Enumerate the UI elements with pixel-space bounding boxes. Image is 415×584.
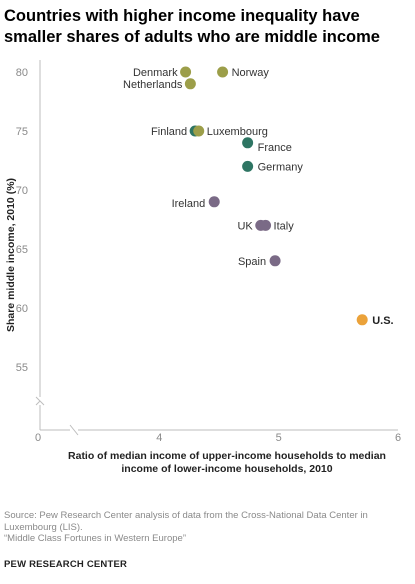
- data-point-us: [356, 314, 368, 326]
- data-point-france: [242, 137, 254, 149]
- origin-tick-label: 0: [35, 432, 41, 444]
- y-tick-label: 80: [16, 67, 28, 79]
- data-point-germany: [242, 160, 254, 172]
- point-label: U.S.: [372, 315, 393, 327]
- point-label: Finland: [151, 126, 187, 138]
- x-axis-label: Ratio of median income of upper-income h…: [68, 450, 386, 475]
- y-tick-label: 55: [16, 362, 28, 374]
- point-label: Italy: [274, 220, 295, 232]
- point-label: Netherlands: [123, 79, 183, 91]
- point-label: France: [258, 142, 292, 154]
- point-labels: Denmark Norway Netherlands Finland Luxembour…: [123, 67, 394, 327]
- y-tick-label: 60: [16, 303, 28, 315]
- report-title: “Middle Class Fortunes in Western Europe…: [4, 533, 186, 544]
- data-point-italy: [260, 219, 272, 231]
- x-tick-label: 6: [395, 432, 401, 444]
- y-axis-label: Share middle income, 2010 (%): [5, 178, 17, 332]
- y-tick-label: 65: [16, 244, 28, 256]
- point-label: UK: [237, 220, 253, 232]
- data-point-netherlands: [184, 78, 196, 90]
- data-point-luxembourg: [193, 125, 205, 137]
- source-line: Source: Pew Research Center analysis of …: [4, 510, 368, 533]
- chart-title: Countries with higher income inequality …: [4, 7, 380, 46]
- x-axis-break: [69, 424, 79, 436]
- y-axis-break: [35, 396, 45, 406]
- data-point-norway: [217, 66, 229, 78]
- data-point-spain: [269, 255, 281, 267]
- data-point-ireland: [208, 196, 220, 208]
- data-points: [180, 66, 368, 326]
- point-label: Germany: [258, 161, 304, 173]
- y-tick-label: 75: [16, 126, 28, 138]
- point-label: Luxembourg: [207, 126, 268, 138]
- point-label: Ireland: [172, 198, 206, 210]
- organization-credit: PEW RESEARCH CENTER: [4, 559, 128, 570]
- source-note: Source: Pew Research Center analysis of …: [4, 510, 412, 545]
- x-tick-label: 4: [156, 432, 162, 444]
- point-label: Spain: [238, 256, 266, 268]
- x-tick-label: 5: [276, 432, 282, 444]
- point-label: Norway: [232, 67, 270, 79]
- axes: [35, 60, 398, 436]
- point-label: Denmark: [133, 67, 178, 79]
- data-point-denmark: [180, 66, 192, 78]
- y-tick-label: 70: [16, 185, 28, 197]
